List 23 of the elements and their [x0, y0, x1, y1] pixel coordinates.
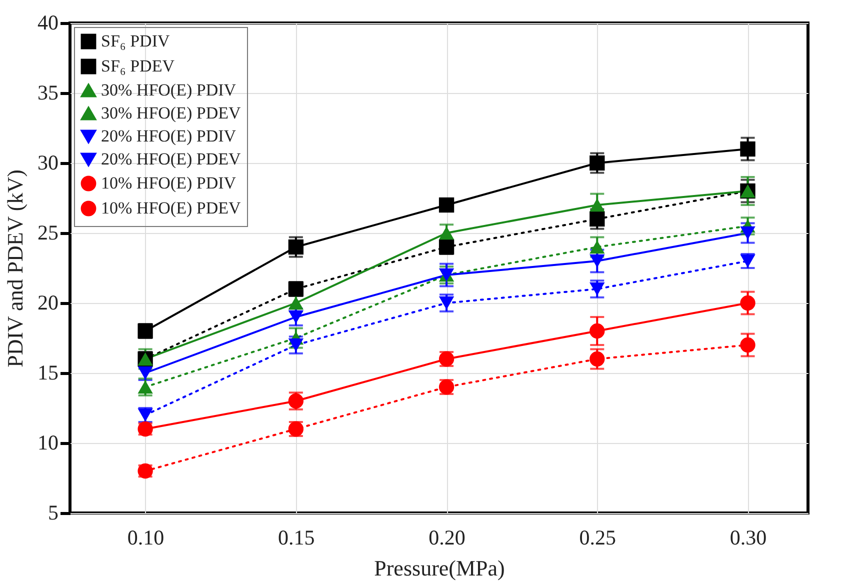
- legend-label: 10% HFO(E) PDIV: [101, 174, 237, 192]
- y-axis-title: PDIV and PDEV (kV): [2, 170, 28, 368]
- y-tick-label: 10: [38, 430, 58, 454]
- y-tick-label: 5: [48, 500, 58, 524]
- legend-label: 20% HFO(E) PDEV: [101, 150, 242, 168]
- x-tick-label: 0.20: [428, 526, 466, 550]
- legend-label: 20% HFO(E) PDIV: [101, 126, 237, 146]
- y-tick-label: 20: [38, 290, 58, 314]
- legend-label: SF₆ PDIV: [101, 32, 170, 50]
- y-tick-label: 25: [38, 220, 58, 244]
- x-tick-label: 0.25: [579, 526, 616, 550]
- legend-label: 10% HFO(E) PDEV: [101, 198, 242, 218]
- x-tick-label: 0.15: [278, 526, 315, 550]
- y-tick-label: 15: [38, 360, 58, 384]
- y-tick-label: 30: [38, 150, 58, 174]
- legend-label: 30% HFO(E) PDEV: [101, 104, 242, 122]
- legend-label: 30% HFO(E) PDIV: [101, 80, 237, 100]
- x-tick-label: 0.30: [730, 526, 767, 550]
- x-axis-title: Pressure(MPa): [374, 556, 505, 580]
- y-tick-label: 40: [38, 10, 58, 34]
- y-tick-label: 35: [38, 80, 58, 104]
- legend-label: SF₆ PDEV: [101, 56, 176, 76]
- x-tick-label: 0.10: [127, 526, 164, 550]
